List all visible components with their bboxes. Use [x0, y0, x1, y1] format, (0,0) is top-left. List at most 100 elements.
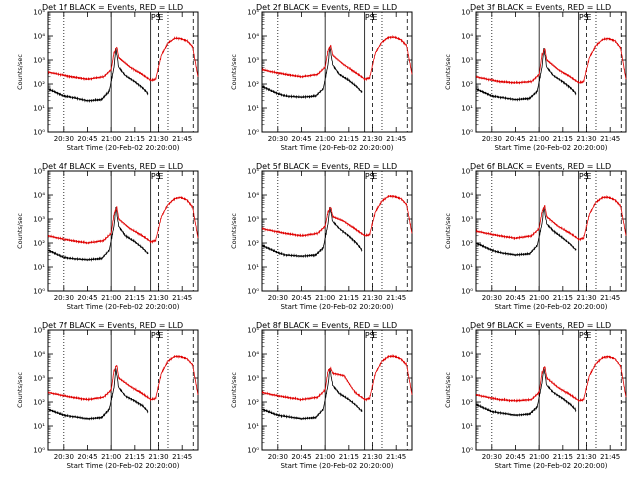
y-axis-label: Counts/sec — [230, 213, 238, 249]
x-tick-label: 20:30 — [268, 294, 288, 302]
y-tick-label: 10⁴ — [461, 192, 473, 200]
series-events-line — [475, 367, 577, 417]
marker-label-e: E — [586, 331, 591, 340]
marker-label-s: S — [369, 13, 374, 22]
x-tick-label: 21:15 — [553, 294, 573, 302]
y-tick-label: 10² — [461, 240, 473, 248]
x-tick-label: 20:45 — [291, 453, 311, 461]
series-events-line — [261, 368, 363, 421]
y-tick-label: 10⁴ — [33, 192, 45, 200]
x-tick-label: 21:30 — [576, 135, 596, 143]
x-tick-label: 20:30 — [54, 453, 74, 461]
y-tick-label: 10⁵ — [461, 9, 473, 17]
x-tick-label: 21:30 — [576, 453, 596, 461]
marker-label-s: S — [155, 13, 160, 22]
y-tick-label: 10¹ — [33, 423, 45, 431]
panel-det-7f: Det 7f BLACK = Events, RED = LLD 10⁰ 10¹ 10… — [16, 321, 199, 470]
y-tick-label: 10⁵ — [247, 168, 259, 176]
series-events-line — [47, 206, 149, 262]
plot-frame — [261, 329, 413, 451]
chart-title: Det 8f BLACK = Events, RED = LLD — [256, 321, 397, 330]
y-tick-label: 10⁴ — [461, 351, 473, 359]
y-tick-label: 10² — [461, 81, 473, 89]
x-axis-label: Start Time (20-Feb-02 20:20:00) — [280, 144, 393, 152]
y-tick-label: 10⁵ — [247, 327, 259, 335]
y-tick-label: 10⁴ — [33, 33, 45, 41]
x-tick-label: 21:00 — [529, 294, 549, 302]
x-tick-label: 20:30 — [482, 453, 502, 461]
y-tick-label: 10¹ — [461, 264, 473, 272]
series-lld-line — [47, 36, 199, 83]
y-tick-label: 10⁴ — [33, 351, 45, 359]
chart-title: Det 1f BLACK = Events, RED = LLD — [42, 3, 183, 12]
plot-frame — [475, 11, 627, 133]
x-tick-label: 21:00 — [101, 294, 121, 302]
y-tick-label: 10² — [461, 399, 473, 407]
marker-label-s: S — [155, 172, 160, 181]
marker-label-p: P — [579, 331, 584, 340]
marker-label-s: S — [583, 172, 588, 181]
x-tick-label: 20:45 — [291, 294, 311, 302]
x-axis-label: Start Time (20-Feb-02 20:20:00) — [66, 144, 179, 152]
y-tick-label: 10⁵ — [247, 9, 259, 17]
y-tick-label: 10² — [33, 81, 45, 89]
x-tick-label: 21:45 — [386, 453, 406, 461]
x-tick-label: 21:00 — [315, 294, 335, 302]
y-tick-label: 10⁰ — [247, 447, 259, 455]
marker-label-e: E — [586, 13, 591, 22]
y-tick-label: 10³ — [461, 57, 473, 65]
marker-label-e: E — [158, 172, 163, 181]
x-tick-label: 21:15 — [125, 453, 145, 461]
y-tick-label: 10⁰ — [461, 288, 473, 296]
x-tick-label: 21:15 — [339, 453, 359, 461]
x-tick-label: 21:30 — [362, 294, 382, 302]
y-tick-label: 10¹ — [461, 105, 473, 113]
y-tick-label: 10³ — [461, 216, 473, 224]
y-tick-label: 10¹ — [247, 105, 259, 113]
y-tick-label: 10¹ — [461, 423, 473, 431]
panel-det-5f: Det 5f BLACK = Events, RED = LLD 10⁰ 10¹ 10… — [230, 162, 413, 311]
x-axis-label: Start Time (20-Feb-02 20:20:00) — [66, 303, 179, 311]
x-tick-label: 21:30 — [148, 294, 168, 302]
panel-det-4f: Det 4f BLACK = Events, RED = LLD 10⁰ 10¹ 10… — [16, 162, 199, 311]
x-tick-label: 20:45 — [505, 135, 525, 143]
plot-frame — [47, 170, 199, 292]
series-events-line — [261, 46, 363, 100]
x-tick-label: 20:45 — [291, 135, 311, 143]
x-tick-label: 20:30 — [54, 135, 74, 143]
series-events-line — [475, 206, 577, 257]
y-tick-label: 10¹ — [247, 264, 259, 272]
x-tick-label: 20:45 — [77, 294, 97, 302]
x-tick-label: 21:00 — [101, 135, 121, 143]
marker-label-s: S — [369, 172, 374, 181]
chart-title: Det 9f BLACK = Events, RED = LLD — [470, 321, 611, 330]
marker-label-p: P — [365, 13, 370, 22]
x-tick-label: 21:30 — [148, 135, 168, 143]
y-tick-label: 10⁴ — [247, 351, 259, 359]
x-axis-label: Start Time (20-Feb-02 20:20:00) — [494, 462, 607, 470]
x-tick-label: 20:45 — [77, 135, 97, 143]
y-tick-label: 10⁵ — [33, 9, 45, 17]
series-events-line — [261, 206, 363, 259]
x-tick-label: 21:15 — [553, 135, 573, 143]
series-lld-line — [261, 34, 413, 82]
y-axis-label: Counts/sec — [16, 372, 24, 408]
marker-label-s: S — [583, 13, 588, 22]
y-tick-label: 10³ — [247, 375, 259, 383]
y-tick-label: 10¹ — [247, 423, 259, 431]
x-axis-label: Start Time (20-Feb-02 20:20:00) — [494, 144, 607, 152]
series-events-line — [47, 368, 149, 421]
y-tick-label: 10³ — [461, 375, 473, 383]
series-lld-line — [475, 36, 627, 85]
x-tick-label: 21:30 — [362, 135, 382, 143]
x-tick-label: 21:30 — [362, 453, 382, 461]
marker-label-e: E — [158, 13, 163, 22]
y-tick-label: 10⁰ — [247, 129, 259, 137]
y-tick-label: 10² — [247, 240, 259, 248]
x-tick-label: 21:15 — [125, 294, 145, 302]
x-tick-label: 21:15 — [339, 135, 359, 143]
x-tick-label: 21:00 — [529, 135, 549, 143]
x-axis-label: Start Time (20-Feb-02 20:20:00) — [494, 303, 607, 311]
x-tick-label: 20:30 — [54, 294, 74, 302]
